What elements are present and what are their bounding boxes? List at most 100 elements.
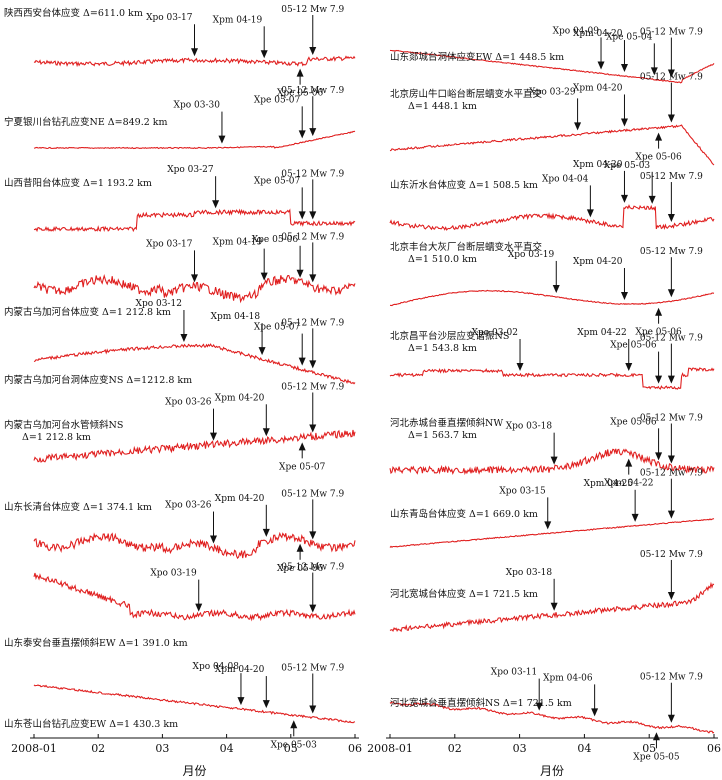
event-marker-label: Xpo 03-02 (472, 328, 518, 338)
event-marker: Xpo 03-18 (506, 422, 558, 465)
event-marker-arrowhead (298, 211, 306, 220)
event-marker: Xpe 05-05 (633, 732, 680, 762)
event-marker: Xpe 05-03 (271, 720, 318, 750)
series-label: 山东苍山台钻孔应变EW Δ=1 430.3 km (4, 718, 178, 730)
event-marker-label: Xpm 04-19 (213, 238, 263, 248)
event-marker-label: Xpm 04-06 (543, 673, 593, 683)
event-marker-label: Xpm 04-18 (211, 312, 261, 322)
event-marker-label: 05-12 Mw 7.9 (640, 334, 703, 344)
event-marker-label: Xpe 05-06 (277, 564, 324, 574)
event-marker-arrowhead (212, 200, 220, 209)
event-marker-arrowhead (296, 543, 304, 552)
event-marker-label: Xpo 03-17 (146, 13, 193, 23)
event-marker-label: Xpe 05-06 (635, 153, 682, 163)
event-marker: Xpm 04-20 (573, 160, 628, 203)
event-marker-label: Xpe 05-06 (635, 328, 682, 338)
series-label: 山东泰安台垂直摆倾斜EW Δ=1 391.0 km (4, 637, 188, 649)
event-marker: Xpo 03-19 (150, 569, 203, 612)
event-marker-arrowhead (296, 68, 304, 77)
event-marker-arrowhead (290, 720, 298, 729)
series-line-0-1 (33, 130, 356, 150)
event-marker: Xpo 03-26 (165, 398, 218, 441)
event-marker: 05-12 Mw 7.9 (281, 86, 344, 137)
event-marker: Xpe 05-06 (277, 68, 324, 99)
event-marker-arrowhead (625, 458, 633, 467)
event-marker-label: Xpe 05-03 (271, 740, 318, 750)
event-marker-label: Xpo 03-27 (167, 165, 214, 175)
event-marker-arrowhead (667, 510, 675, 519)
event-marker-label: Xpe 05-06 (610, 341, 657, 351)
series-label: 山东郯城台洞体应变EW Δ=1 448.5 km (390, 51, 564, 63)
event-marker-arrowhead (591, 708, 599, 717)
event-marker-label: 05-12 Mw 7.9 (281, 318, 344, 328)
series-line-0-8 (33, 684, 356, 724)
series-label: 山东青岛台体应变 Δ=1 669.0 km (390, 508, 538, 520)
event-marker-label: Xpe 05-05 (633, 752, 680, 762)
event-marker-label: 05-12 Mw 7.9 (281, 5, 344, 15)
event-marker-label: Xpm 04-22 (604, 479, 654, 489)
event-marker-label: 05-12 Mw 7.9 (640, 673, 703, 683)
event-marker-arrowhead (309, 274, 317, 283)
event-marker-arrowhead (550, 602, 558, 611)
event-marker-arrowhead (191, 48, 198, 57)
event-marker-label: Xpo 04-04 (542, 174, 589, 184)
event-marker: Xpm 04-19 (213, 238, 268, 281)
series-line-0-2 (33, 208, 356, 233)
event-marker-label: Xpe 05-03 (604, 161, 651, 171)
event-marker-arrowhead (262, 528, 270, 537)
event-marker-arrowhead (620, 118, 628, 127)
x-tick-label: 05 (284, 742, 298, 755)
series-line-0-5 (33, 429, 356, 463)
event-marker: Xpe 05-07 (254, 323, 306, 366)
event-marker-label: Xpm 04-20 (573, 29, 623, 39)
event-marker: Xpm 04-19 (213, 15, 268, 59)
event-marker-arrowhead (210, 535, 218, 544)
series-line-1-0 (389, 49, 715, 84)
event-marker: 05-12 Mw 7.9 (281, 663, 344, 714)
event-marker-arrowhead (655, 132, 663, 141)
series-label: 山东长清台体应变 Δ=1 374.1 km (4, 501, 152, 513)
event-marker-arrowhead (210, 432, 218, 441)
event-marker-arrowhead (667, 214, 675, 223)
event-marker-arrowhead (298, 442, 306, 451)
event-marker-label: 05-12 Mw 7.9 (281, 663, 344, 673)
event-marker: Xpe 05-03 (604, 161, 656, 204)
event-marker-label: Xpe 05-06 (252, 235, 299, 245)
x-tick-label: 2008-01 (367, 742, 413, 755)
event-marker-label: 05-12 Mw 7.9 (281, 563, 344, 573)
event-marker: Xpo 03-17 (146, 239, 198, 283)
event-marker-label: Xpo 03-19 (508, 250, 555, 260)
series-label: 北京房山牛口峪台断层蠕变水平直交 (390, 88, 543, 100)
event-marker-arrowhead (309, 360, 317, 369)
event-marker: 05-12 Mw 7.9 (640, 550, 703, 600)
event-marker-arrowhead (544, 521, 552, 530)
event-marker: Xpo 03-12 (136, 299, 188, 343)
event-marker-label: Xpe 05-06 (610, 417, 657, 427)
event-marker: Xpe 05-06 (610, 341, 663, 384)
event-marker-arrowhead (535, 702, 543, 711)
event-marker-label: Xpm 04-20 (573, 83, 623, 93)
series-label: Δ=1 510.0 km (408, 254, 477, 265)
event-marker-arrowhead (655, 307, 663, 316)
event-marker: Xpm 04-20 (215, 494, 270, 537)
event-marker-arrowhead (195, 603, 203, 612)
event-marker-label: Xpo 04-08 (193, 662, 240, 672)
event-marker: Xpo 03-19 (508, 250, 560, 293)
event-marker-arrowhead (667, 375, 675, 384)
event-marker-arrowhead (597, 61, 605, 70)
event-marker-label: Xpo 03-11 (491, 668, 537, 678)
event-marker: Xpm 04-22 (604, 458, 654, 489)
event-marker-arrowhead (262, 700, 270, 709)
event-marker: 05-12 Mw 7.9 (640, 413, 703, 464)
event-marker: 05-12 Mw 7.9 (281, 5, 344, 55)
event-marker: Xpo 03-11 (491, 668, 543, 711)
series-line-0-4 (33, 343, 356, 385)
x-tick-label: 2008-01 (11, 742, 57, 755)
event-marker: Xpm 04-06 (543, 673, 599, 717)
event-marker-arrowhead (309, 46, 317, 55)
event-marker: Xpe 05-06 (610, 417, 663, 461)
x-tick-label: 04 (220, 742, 234, 755)
event-marker-label: Xpo 03-19 (150, 569, 197, 579)
x-axis: 2008-01 02 03 04 05 06 月份 (367, 734, 721, 778)
event-marker-arrowhead (667, 591, 675, 600)
